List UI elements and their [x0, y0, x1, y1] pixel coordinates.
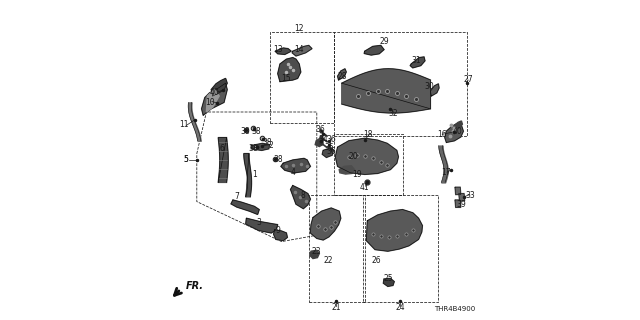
Text: 18: 18	[364, 130, 372, 139]
Text: 22: 22	[323, 256, 333, 265]
Text: 4: 4	[291, 168, 295, 177]
Polygon shape	[206, 90, 219, 112]
Text: 12: 12	[294, 24, 304, 33]
Polygon shape	[454, 121, 462, 130]
Text: 38: 38	[248, 144, 258, 153]
Text: 38: 38	[273, 156, 284, 164]
Polygon shape	[310, 250, 319, 259]
Polygon shape	[323, 148, 333, 157]
Text: 26: 26	[371, 256, 381, 265]
Polygon shape	[455, 187, 461, 195]
Text: 13: 13	[273, 45, 284, 54]
Polygon shape	[218, 138, 228, 182]
Text: 38: 38	[262, 138, 272, 147]
Text: 8: 8	[300, 191, 305, 200]
Text: 3: 3	[257, 218, 262, 227]
Text: 2: 2	[268, 141, 273, 150]
Polygon shape	[445, 123, 463, 142]
Polygon shape	[339, 166, 355, 174]
Polygon shape	[315, 138, 323, 147]
Text: 36: 36	[315, 125, 325, 134]
Text: THR4B4900: THR4B4900	[434, 306, 475, 312]
Text: 24: 24	[395, 303, 405, 312]
Text: 41: 41	[360, 183, 370, 192]
Polygon shape	[335, 138, 398, 174]
Text: 40: 40	[209, 88, 220, 97]
Text: 10: 10	[205, 98, 214, 107]
Polygon shape	[410, 57, 425, 68]
Polygon shape	[338, 69, 346, 80]
Text: 9: 9	[276, 226, 281, 235]
Text: 29: 29	[379, 37, 389, 46]
Text: 32: 32	[388, 109, 399, 118]
Polygon shape	[202, 83, 227, 115]
Text: 30: 30	[424, 82, 434, 91]
Polygon shape	[231, 200, 259, 214]
Text: 33: 33	[465, 191, 476, 200]
Polygon shape	[430, 84, 439, 96]
Text: 23: 23	[312, 247, 322, 256]
Text: 5: 5	[183, 156, 188, 164]
Polygon shape	[251, 143, 269, 150]
Polygon shape	[455, 200, 461, 207]
Text: 39: 39	[456, 200, 466, 209]
Polygon shape	[310, 208, 340, 240]
Text: 36: 36	[326, 148, 336, 156]
Polygon shape	[292, 45, 312, 56]
Text: 40: 40	[452, 127, 463, 136]
Polygon shape	[364, 45, 384, 55]
Text: 27: 27	[464, 76, 474, 84]
Polygon shape	[383, 278, 394, 286]
Polygon shape	[281, 158, 310, 173]
Text: 16: 16	[436, 130, 447, 139]
Text: 31: 31	[411, 56, 421, 65]
Text: 28: 28	[338, 72, 347, 81]
Polygon shape	[274, 230, 287, 241]
Polygon shape	[366, 210, 422, 251]
Polygon shape	[278, 58, 301, 82]
Text: 5: 5	[183, 156, 188, 164]
Text: 15: 15	[282, 74, 291, 83]
Text: 36: 36	[326, 135, 336, 144]
Text: 11: 11	[179, 120, 189, 129]
Text: 14: 14	[294, 45, 304, 54]
Text: 35: 35	[324, 143, 335, 152]
Polygon shape	[291, 186, 310, 209]
Text: 38: 38	[240, 127, 250, 136]
Polygon shape	[246, 218, 278, 233]
Text: FR.: FR.	[186, 281, 204, 291]
Text: 1: 1	[252, 170, 257, 179]
Text: 25: 25	[384, 274, 394, 283]
Polygon shape	[275, 48, 291, 54]
Text: 38: 38	[251, 127, 261, 136]
Polygon shape	[459, 194, 465, 201]
Polygon shape	[211, 78, 227, 96]
Polygon shape	[244, 154, 252, 197]
Text: 7: 7	[234, 192, 239, 201]
Polygon shape	[342, 69, 430, 113]
Text: 19: 19	[352, 170, 362, 179]
Text: 21: 21	[332, 303, 340, 312]
Text: 20: 20	[349, 152, 358, 161]
Text: 34: 34	[318, 135, 328, 144]
Text: 6: 6	[220, 144, 225, 153]
Text: 17: 17	[442, 168, 451, 177]
